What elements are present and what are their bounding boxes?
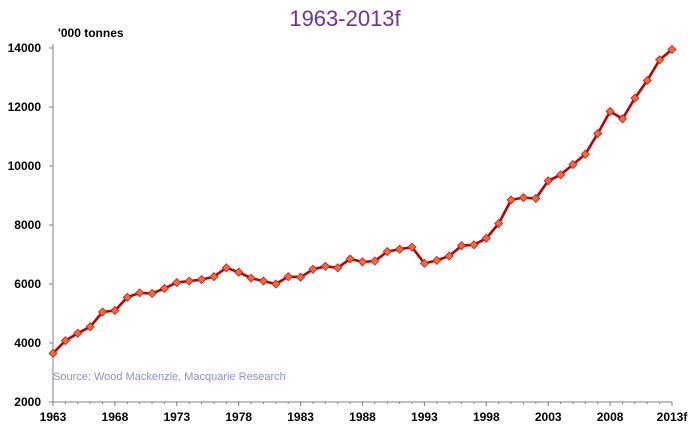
data-point-marker	[196, 275, 207, 285]
data-point-marker	[135, 288, 145, 298]
data-point-marker	[456, 241, 467, 251]
series-line	[52, 48, 673, 355]
x-tick-label: 1998	[473, 410, 500, 424]
data-point-marker	[395, 244, 405, 254]
y-tick-label: 6000	[14, 277, 41, 291]
data-point-marker	[209, 272, 219, 282]
data-point-marker	[506, 195, 516, 205]
data-point-marker	[531, 193, 541, 204]
data-point-marker	[320, 261, 330, 271]
data-point-marker	[159, 283, 169, 293]
data-point-marker	[481, 233, 491, 243]
data-point-marker	[568, 159, 578, 170]
data-point-marker	[258, 276, 269, 286]
y-tick-label: 10000	[8, 159, 42, 173]
data-point-marker	[122, 292, 132, 302]
data-point-marker	[184, 276, 194, 286]
data-point-marker	[655, 55, 665, 65]
data-point-marker	[73, 328, 83, 338]
data-point-marker	[593, 128, 603, 139]
data-point-marker	[556, 170, 566, 180]
y-tick-label: 8000	[14, 218, 41, 232]
data-point-marker	[667, 44, 677, 55]
chart-title: 1963-2013f	[289, 6, 401, 31]
data-point-marker	[221, 263, 231, 273]
data-point-marker	[172, 277, 182, 288]
x-tick-label: 1978	[225, 410, 252, 424]
data-point-marker	[444, 251, 454, 261]
data-point-marker	[48, 348, 58, 358]
data-point-marker	[234, 267, 244, 277]
x-tick-label: 2008	[597, 410, 624, 424]
data-point-marker	[370, 256, 380, 266]
data-point-marker	[617, 114, 628, 124]
x-tick-label: 1973	[163, 410, 190, 424]
y-tick-labels: 2000 4000 6000 8000 10000 12000 14000	[8, 41, 42, 409]
data-point-marker	[419, 258, 429, 268]
y-tick-label: 2000	[14, 395, 41, 409]
y-axis-unit-label: '000 tonnes	[58, 26, 124, 40]
data-point-marker	[283, 272, 293, 282]
data-point-marker	[382, 246, 392, 257]
data-point-marker	[543, 176, 553, 186]
y-tick-label: 4000	[14, 336, 41, 350]
x-tick-label: 2013f	[657, 410, 689, 424]
data-point-marker	[147, 288, 157, 299]
data-point-marker	[271, 279, 281, 289]
data-point-marker	[518, 192, 529, 203]
data-point-marker	[432, 255, 442, 265]
x-tick-label: 1968	[102, 410, 129, 424]
data-point-marker	[469, 240, 479, 250]
y-tick-label: 14000	[8, 41, 42, 55]
data-point-marker	[85, 322, 95, 332]
axes	[49, 44, 673, 406]
data-point-marker	[605, 106, 615, 116]
x-tick-label: 1988	[349, 410, 376, 424]
data-point-marker	[308, 264, 318, 274]
x-tick-label: 2003	[535, 410, 562, 424]
data-point-marker	[60, 336, 70, 346]
x-tick-labels: 1963 1968 1973 1978 1983 1988 1993 1998 2003 2008…	[40, 410, 689, 424]
series-group	[48, 44, 677, 358]
x-tick-label: 1993	[411, 410, 438, 424]
data-point-marker	[97, 307, 108, 317]
data-point-marker	[296, 272, 306, 282]
x-tick-label: 1963	[40, 410, 67, 424]
data-point-marker	[110, 305, 120, 316]
data-point-marker	[580, 149, 590, 159]
data-point-marker	[407, 242, 417, 252]
data-point-marker	[333, 263, 343, 273]
data-point-marker	[357, 257, 368, 267]
x-tick-label: 1983	[287, 410, 314, 424]
data-point-marker	[630, 93, 640, 103]
data-point-marker	[494, 218, 504, 229]
data-point-marker	[345, 254, 355, 264]
source-note: Source: Wood Mackenzie, Macquarie Resear…	[53, 371, 286, 383]
y-tick-label: 12000	[8, 100, 42, 114]
data-point-marker	[642, 75, 652, 86]
data-point-marker	[246, 273, 256, 283]
